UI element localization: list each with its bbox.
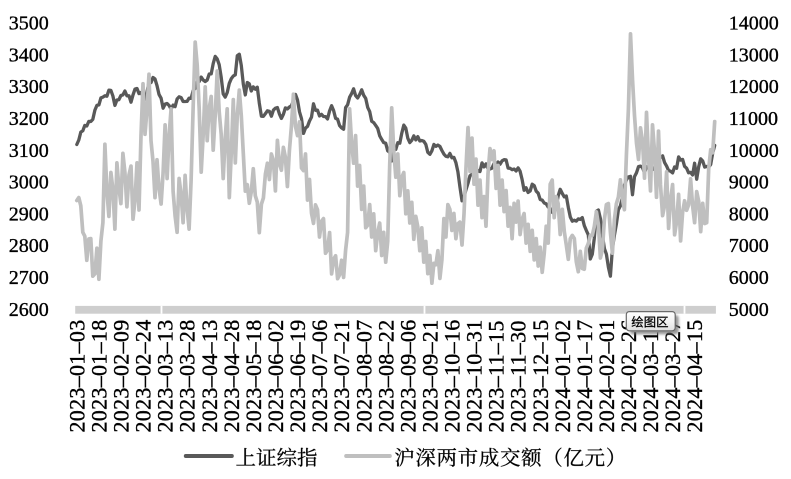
svg-text:2023–08–22: 2023–08–22	[373, 320, 398, 433]
svg-text:9000: 9000	[729, 172, 769, 194]
svg-text:3000: 3000	[9, 172, 49, 194]
svg-text:2023–09–21: 2023–09–21	[418, 320, 443, 433]
svg-text:10000: 10000	[729, 140, 779, 162]
svg-text:2023–01–03: 2023–01–03	[64, 320, 89, 433]
svg-text:2023–04–13: 2023–04–13	[197, 320, 222, 433]
svg-text:2023–11–30: 2023–11–30	[506, 320, 531, 432]
svg-text:2023–10–31: 2023–10–31	[462, 320, 487, 433]
svg-text:2023–06–02: 2023–06–02	[263, 320, 288, 433]
svg-text:7000: 7000	[729, 235, 769, 257]
svg-text:2023–04–28: 2023–04–28	[219, 320, 244, 433]
svg-text:3400: 3400	[9, 44, 49, 66]
svg-text:2023–06–19: 2023–06–19	[285, 320, 310, 433]
svg-text:12000: 12000	[729, 76, 779, 98]
svg-text:2024–03–12: 2024–03–12	[638, 320, 663, 433]
svg-text:2023–11–15: 2023–11–15	[484, 320, 509, 432]
svg-text:2024–03–27: 2024–03–27	[660, 320, 685, 433]
svg-text:2023–02–24: 2023–02–24	[131, 320, 156, 433]
svg-text:2600: 2600	[9, 299, 49, 321]
svg-text:2023–07–21: 2023–07–21	[329, 320, 354, 433]
svg-text:6000: 6000	[729, 267, 769, 289]
svg-text:8000: 8000	[729, 203, 769, 225]
svg-text:2023–12–15: 2023–12–15	[528, 320, 553, 433]
svg-text:2023–05–18: 2023–05–18	[241, 320, 266, 433]
svg-text:2800: 2800	[9, 235, 49, 257]
svg-text:2024–02–01: 2024–02–01	[594, 320, 619, 433]
svg-text:2023–10–16: 2023–10–16	[440, 320, 465, 433]
svg-text:2023–03–13: 2023–03–13	[153, 320, 178, 433]
svg-text:2900: 2900	[9, 203, 49, 225]
svg-text:3300: 3300	[9, 76, 49, 98]
svg-text:2024–01–17: 2024–01–17	[572, 320, 597, 433]
svg-text:14000: 14000	[729, 13, 779, 35]
svg-text:2023–09–06: 2023–09–06	[395, 320, 420, 433]
svg-text:3100: 3100	[9, 140, 49, 162]
svg-text:11000: 11000	[729, 108, 778, 130]
svg-text:2700: 2700	[9, 267, 49, 289]
svg-text:2024–02–26: 2024–02–26	[616, 320, 641, 433]
svg-text:2024–01–02: 2024–01–02	[550, 320, 575, 433]
svg-text:2023–08–07: 2023–08–07	[351, 320, 376, 433]
svg-text:3200: 3200	[9, 108, 49, 130]
svg-text:2023–01–18: 2023–01–18	[87, 320, 112, 433]
svg-text:3500: 3500	[9, 13, 49, 35]
svg-text:2023–03–28: 2023–03–28	[175, 320, 200, 433]
svg-text:2023–07–06: 2023–07–06	[307, 320, 332, 433]
svg-text:2024–04–15: 2024–04–15	[682, 320, 707, 433]
svg-text:5000: 5000	[729, 299, 769, 321]
svg-text:13000: 13000	[729, 44, 779, 66]
svg-text:2023–02–09: 2023–02–09	[109, 320, 134, 433]
